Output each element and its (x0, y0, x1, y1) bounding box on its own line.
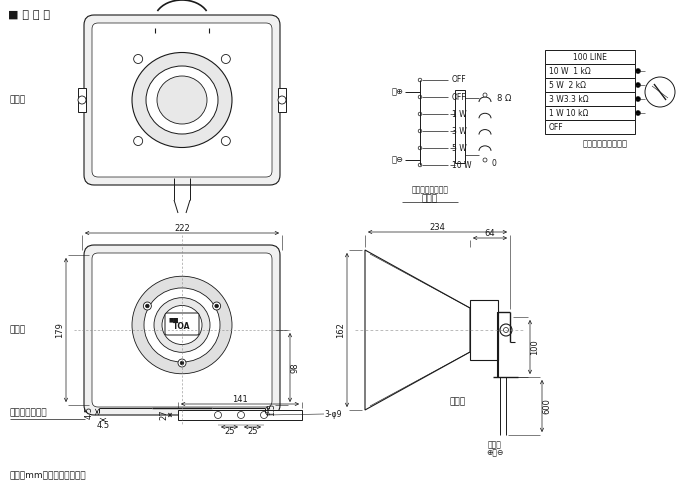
Text: 白⊖: 白⊖ (392, 155, 404, 165)
Text: 4.5: 4.5 (97, 420, 110, 430)
Bar (545, 106, 635, 120)
Ellipse shape (162, 305, 202, 344)
Bar (470, 300, 498, 360)
Text: 27: 27 (160, 410, 169, 420)
Text: 背面図: 背面図 (10, 96, 26, 104)
Text: 3 W3.3 kΩ: 3 W3.3 kΩ (549, 95, 589, 103)
Bar (545, 120, 635, 134)
Circle shape (645, 77, 675, 107)
Circle shape (278, 96, 286, 104)
Circle shape (503, 327, 508, 333)
Circle shape (215, 304, 218, 308)
Bar (455, 90, 465, 163)
Text: 単位：mm　　縮尺：１／５: 単位：mm 縮尺：１／５ (10, 471, 87, 481)
Circle shape (418, 163, 422, 167)
Circle shape (221, 137, 230, 146)
Text: 側面図: 側面図 (450, 397, 466, 407)
Text: 25: 25 (247, 426, 258, 436)
FancyBboxPatch shape (92, 23, 272, 177)
Ellipse shape (132, 276, 232, 374)
Text: 3 W: 3 W (452, 126, 467, 136)
Text: OFF: OFF (549, 122, 564, 131)
Bar (545, 92, 635, 106)
FancyBboxPatch shape (84, 245, 280, 415)
Circle shape (213, 302, 220, 310)
Text: 100 LINE: 100 LINE (573, 52, 607, 62)
Text: ⊕　⊖: ⊕ ⊖ (486, 448, 504, 458)
Text: 1 W 10 kΩ: 1 W 10 kΩ (549, 108, 589, 118)
Circle shape (418, 95, 422, 99)
Text: 5 W: 5 W (452, 144, 467, 152)
Text: OFF: OFF (452, 93, 467, 101)
Text: OFF: OFF (452, 75, 467, 84)
Circle shape (178, 359, 186, 367)
Bar (178, 410, 302, 420)
Text: インピーダンス切換: インピーダンス切換 (582, 140, 627, 148)
Circle shape (146, 304, 149, 308)
Text: 600: 600 (542, 398, 552, 414)
Ellipse shape (144, 288, 220, 362)
Circle shape (636, 111, 640, 116)
Circle shape (221, 54, 230, 64)
Circle shape (260, 412, 267, 418)
Text: 0: 0 (491, 158, 496, 168)
Circle shape (418, 146, 422, 150)
Circle shape (418, 112, 422, 116)
FancyBboxPatch shape (84, 15, 280, 185)
Text: 100: 100 (531, 339, 540, 355)
Text: 結線図: 結線図 (422, 195, 438, 203)
Text: 4.5: 4.5 (85, 405, 94, 418)
Text: 黒⊕: 黒⊕ (392, 88, 404, 97)
Text: ■■: ■■ (169, 318, 179, 322)
Text: 98: 98 (290, 362, 300, 373)
Bar (545, 50, 635, 64)
Circle shape (418, 78, 422, 82)
Text: ■ 外 観 図: ■ 外 観 図 (8, 10, 50, 20)
Bar (278, 88, 286, 112)
Circle shape (180, 361, 184, 365)
Circle shape (636, 97, 640, 101)
Circle shape (237, 412, 244, 418)
Circle shape (636, 82, 640, 88)
Circle shape (214, 412, 221, 418)
Text: 141: 141 (232, 394, 248, 403)
Text: 1.5: 1.5 (267, 403, 276, 416)
Text: TOA: TOA (174, 321, 190, 330)
Text: アングル寸法図: アングル寸法図 (10, 409, 48, 417)
Text: （出荷時の設定）: （出荷時の設定） (412, 186, 449, 195)
Text: 25: 25 (224, 426, 234, 436)
Text: 8 Ω: 8 Ω (497, 94, 512, 102)
Text: 3-φ9: 3-φ9 (324, 410, 342, 418)
Circle shape (78, 96, 86, 104)
Text: 正面図: 正面図 (10, 325, 26, 335)
Text: 黒　白: 黒 白 (488, 441, 502, 449)
Bar (545, 78, 635, 92)
Circle shape (636, 69, 640, 74)
Circle shape (500, 324, 512, 336)
Circle shape (144, 302, 151, 310)
Polygon shape (365, 250, 470, 410)
Circle shape (418, 129, 422, 133)
Text: 179: 179 (55, 322, 64, 338)
Bar (545, 64, 635, 78)
Circle shape (483, 158, 487, 162)
FancyBboxPatch shape (165, 313, 199, 335)
Text: 222: 222 (174, 223, 190, 232)
Circle shape (483, 93, 487, 97)
Ellipse shape (146, 66, 218, 134)
Circle shape (134, 137, 143, 146)
Bar (78, 88, 86, 112)
Circle shape (134, 54, 143, 64)
Text: 10 W: 10 W (452, 161, 472, 170)
Text: 162: 162 (337, 322, 346, 338)
Ellipse shape (132, 52, 232, 147)
Ellipse shape (154, 298, 210, 352)
Text: 234: 234 (430, 222, 445, 231)
Text: 64: 64 (484, 228, 496, 238)
Text: 1 W: 1 W (452, 109, 467, 119)
FancyBboxPatch shape (92, 253, 272, 407)
Text: 5 W  2 kΩ: 5 W 2 kΩ (549, 80, 586, 90)
Text: 10 W  1 kΩ: 10 W 1 kΩ (549, 67, 591, 75)
Ellipse shape (157, 76, 207, 124)
